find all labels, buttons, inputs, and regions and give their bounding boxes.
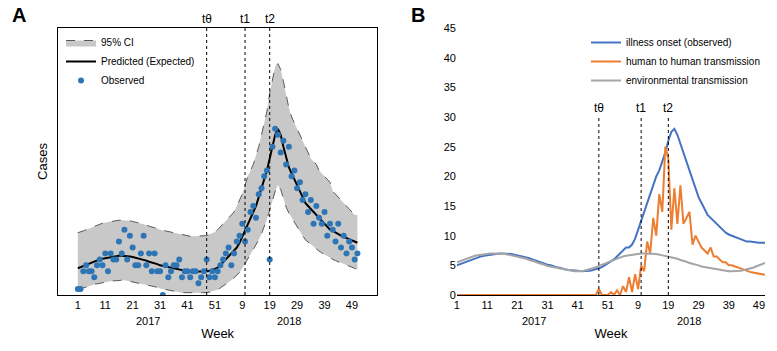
- svg-text:human to human transmission: human to human transmission: [626, 56, 760, 67]
- svg-text:15: 15: [444, 200, 456, 212]
- svg-text:A: A: [12, 4, 26, 26]
- svg-text:21: 21: [511, 299, 523, 311]
- svg-text:10: 10: [444, 230, 456, 242]
- svg-text:Predicted (Expected): Predicted (Expected): [101, 56, 194, 67]
- svg-text:95% CI: 95% CI: [101, 37, 134, 48]
- svg-text:41: 41: [572, 299, 584, 311]
- svg-text:t2: t2: [265, 12, 275, 26]
- svg-text:31: 31: [541, 299, 553, 311]
- svg-text:t2: t2: [663, 101, 673, 115]
- svg-text:environmental transmission: environmental transmission: [626, 75, 748, 86]
- svg-text:tθ: tθ: [594, 101, 604, 115]
- svg-text:Week: Week: [594, 326, 627, 341]
- svg-text:0: 0: [450, 289, 456, 301]
- svg-text:2018: 2018: [677, 315, 701, 327]
- svg-text:49: 49: [346, 299, 358, 311]
- svg-text:51: 51: [209, 299, 221, 311]
- svg-text:9: 9: [635, 299, 641, 311]
- svg-text:1: 1: [454, 299, 460, 311]
- svg-text:t1: t1: [240, 12, 250, 26]
- svg-text:40: 40: [444, 52, 456, 64]
- svg-text:2017: 2017: [522, 315, 546, 327]
- svg-text:t1: t1: [636, 101, 646, 115]
- svg-text:11: 11: [481, 299, 492, 311]
- svg-text:B: B: [411, 4, 425, 26]
- svg-text:1: 1: [75, 299, 81, 311]
- svg-text:45: 45: [444, 22, 456, 34]
- svg-text:19: 19: [264, 299, 276, 311]
- svg-text:11: 11: [100, 299, 111, 311]
- svg-text:2018: 2018: [277, 315, 301, 327]
- svg-text:9: 9: [239, 299, 245, 311]
- svg-text:5: 5: [450, 259, 456, 271]
- svg-text:20: 20: [444, 170, 456, 182]
- svg-text:35: 35: [444, 81, 456, 93]
- svg-text:41: 41: [181, 299, 193, 311]
- svg-text:Cases: Cases: [35, 143, 50, 180]
- svg-text:29: 29: [291, 299, 303, 311]
- svg-text:25: 25: [444, 141, 456, 153]
- svg-text:49: 49: [753, 299, 765, 311]
- svg-text:tθ: tθ: [202, 12, 212, 26]
- svg-text:51: 51: [602, 299, 614, 311]
- svg-text:39: 39: [723, 299, 735, 311]
- svg-text:21: 21: [127, 299, 139, 311]
- svg-text:illness onset (observed): illness onset (observed): [626, 37, 732, 48]
- svg-text:29: 29: [692, 299, 704, 311]
- svg-text:Week: Week: [201, 326, 234, 341]
- svg-text:30: 30: [444, 111, 456, 123]
- svg-text:39: 39: [318, 299, 330, 311]
- svg-text:2017: 2017: [136, 315, 160, 327]
- svg-text:19: 19: [662, 299, 674, 311]
- svg-text:31: 31: [154, 299, 166, 311]
- svg-text:Observed: Observed: [101, 75, 144, 86]
